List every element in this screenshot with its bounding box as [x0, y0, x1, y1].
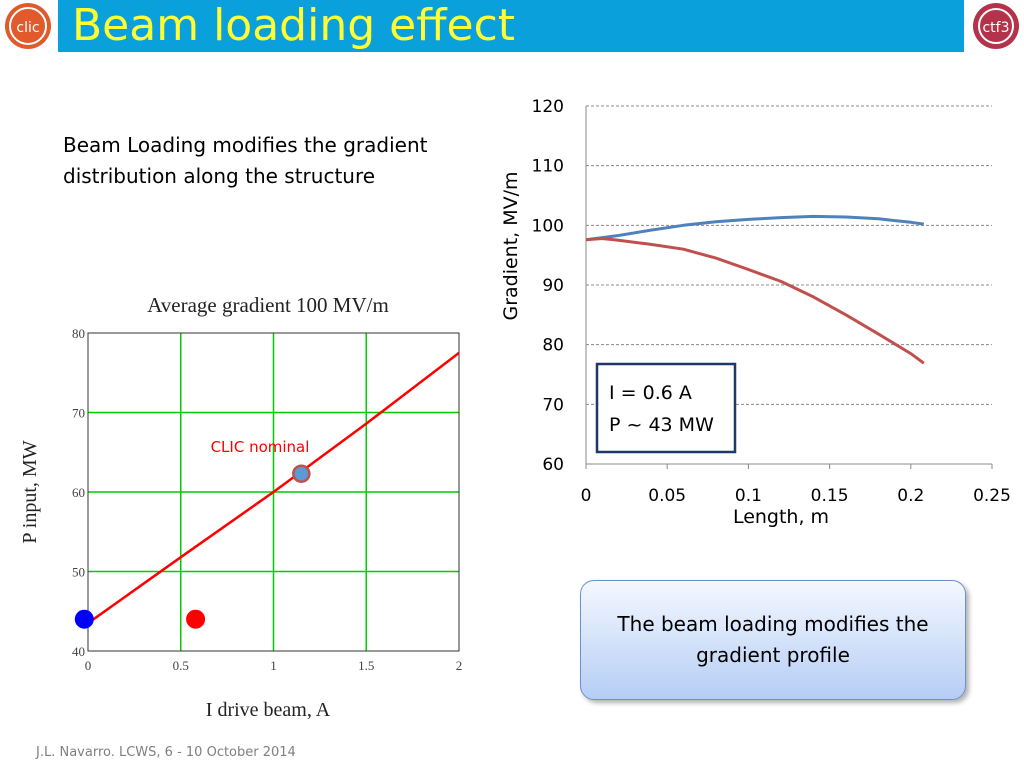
right-y-tick-label: 80	[542, 336, 564, 356]
right-y-tick-label: 120	[532, 97, 564, 117]
left-x-tick-label: 1	[270, 658, 277, 673]
left-series-line	[87, 351, 460, 625]
left-chart-title: Average gradient 100 MV/m	[147, 293, 389, 317]
right-x-tick-label: 0.15	[811, 486, 849, 506]
left-y-tick-label: 50	[72, 565, 85, 580]
right-x-tick-label: 0.25	[973, 486, 1011, 506]
right-x-axis-label: Length, m	[733, 506, 829, 528]
callout-box: The beam loading modifies the gradient p…	[580, 580, 966, 700]
left-y-tick-label: 40	[72, 644, 85, 659]
callout-text: The beam loading modifies the gradient p…	[617, 612, 929, 667]
footer-text: J.L. Navarro. LCWS, 6 - 10 October 2014	[36, 745, 296, 760]
left-data-point	[74, 609, 94, 629]
svg-text:clic: clic	[16, 20, 39, 36]
left-y-axis-label: P input, MW	[19, 440, 41, 543]
legend-power: P ~ 43 MW	[609, 414, 714, 436]
left-x-tick-label: 0.5	[173, 658, 189, 673]
clic-nominal-point	[292, 464, 311, 483]
right-x-tick-label: 0.1	[735, 486, 762, 506]
legend-box: I = 0.6 A P ~ 43 MW	[595, 362, 737, 454]
right-y-tick-label: 90	[542, 276, 564, 296]
left-y-tick-label: 80	[72, 326, 85, 341]
intro-text: Beam Loading modifies the gradient distr…	[63, 133, 428, 188]
left-y-tick-label: 60	[72, 485, 85, 500]
ctf3-logo-icon: ctf3	[973, 3, 1019, 49]
clic-nominal-label: CLIC nominal	[211, 438, 310, 456]
right-y-tick-label: 70	[542, 395, 564, 415]
right-x-tick-label: 0.05	[648, 486, 686, 506]
legend-current: I = 0.6 A	[609, 382, 692, 404]
right-x-tick-label: 0.2	[897, 486, 924, 506]
right-series-line	[585, 237, 925, 365]
left-x-tick-label: 1.5	[358, 658, 374, 673]
right-y-tick-label: 110	[532, 157, 564, 177]
right-y-axis-label: Gradient, MV/m	[500, 171, 522, 320]
slide-title: Beam loading effect	[72, 0, 516, 51]
left-data-point	[186, 609, 206, 629]
svg-text:ctf3: ctf3	[982, 20, 1009, 36]
left-x-axis-label: I drive beam, A	[206, 699, 331, 721]
left-x-tick-label: 2	[456, 658, 463, 673]
right-y-tick-label: 100	[532, 216, 564, 236]
right-x-tick-label: 0	[581, 486, 592, 506]
right-y-tick-label: 60	[542, 455, 564, 475]
header-bar	[58, 0, 964, 52]
left-y-tick-label: 70	[72, 406, 85, 421]
right-series-line	[585, 214, 925, 242]
left-x-tick-label: 0	[85, 658, 92, 673]
clic-logo-icon: clic	[5, 3, 51, 49]
